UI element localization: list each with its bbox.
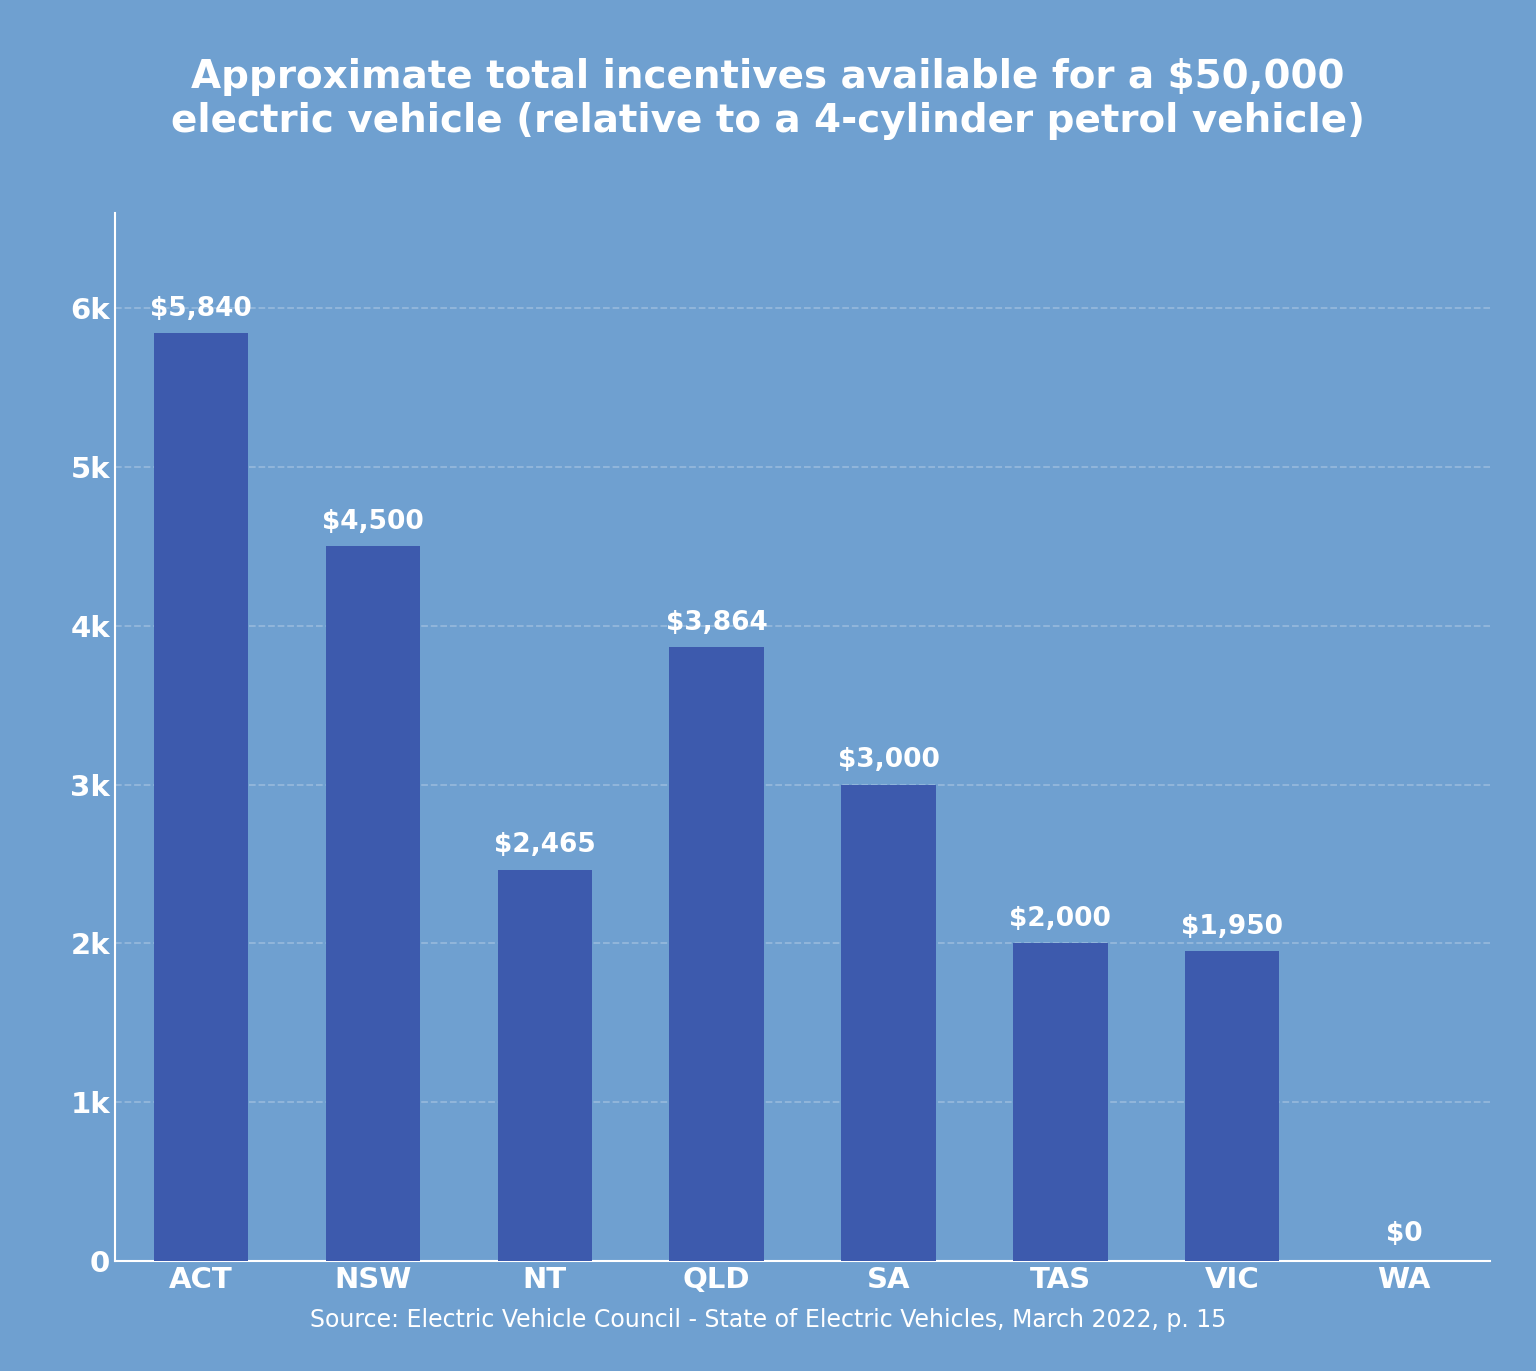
Bar — [670, 647, 763, 1261]
Bar — [154, 333, 249, 1261]
Bar — [326, 546, 421, 1261]
Text: Approximate total incentives available for a $50,000
electric vehicle (relative : Approximate total incentives available f… — [170, 59, 1366, 140]
Text: $3,000: $3,000 — [837, 747, 940, 773]
Text: $3,864: $3,864 — [665, 610, 768, 636]
Text: $2,000: $2,000 — [1009, 906, 1111, 932]
Text: $5,840: $5,840 — [151, 296, 252, 322]
Text: $2,465: $2,465 — [495, 832, 596, 858]
Bar — [498, 869, 591, 1261]
Text: $4,500: $4,500 — [323, 509, 424, 535]
Text: Source: Electric Vehicle Council - State of Electric Vehicles, March 2022, p. 15: Source: Electric Vehicle Council - State… — [310, 1308, 1226, 1331]
Bar — [1014, 943, 1107, 1261]
Bar — [1184, 951, 1279, 1261]
Bar — [842, 784, 935, 1261]
Text: $1,950: $1,950 — [1181, 914, 1283, 941]
Text: $0: $0 — [1385, 1222, 1422, 1248]
